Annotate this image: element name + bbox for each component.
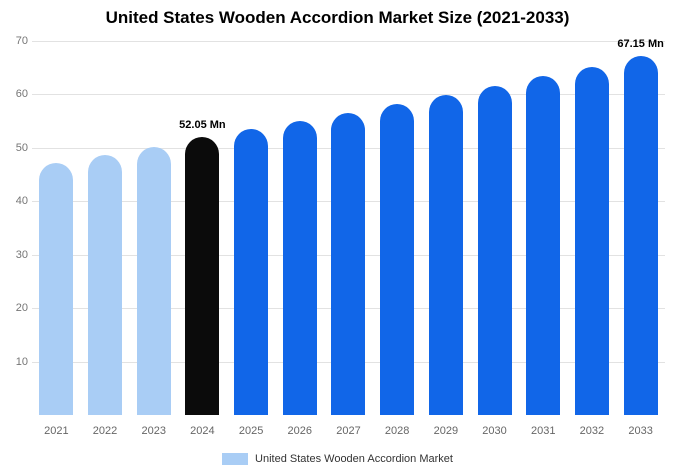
- bar-2026: [282, 121, 317, 415]
- bar-2022: [88, 154, 123, 415]
- bar-slot-2033: 67.15 Mn 2033: [616, 38, 665, 437]
- x-axis-tick-2029: 2029: [433, 425, 459, 437]
- x-axis-tick-2021: 2021: [44, 425, 69, 437]
- x-axis-tick-2025: 2025: [238, 425, 264, 437]
- bar-2024: [185, 136, 220, 415]
- x-axis-tick-2028: 2028: [384, 425, 410, 437]
- bar-slot-2031: 2031: [519, 41, 568, 437]
- x-axis-tick-2032: 2032: [579, 425, 605, 437]
- x-axis-tick-2031: 2031: [530, 425, 556, 437]
- bar-slot-2032: 2032: [568, 41, 617, 437]
- x-axis-tick-2030: 2030: [482, 425, 507, 437]
- x-axis-tick-2023: 2023: [141, 425, 166, 437]
- bar-slot-2021: 2021: [32, 41, 81, 437]
- bar-slot-2030: 2030: [470, 41, 519, 437]
- bar-2033: [623, 56, 658, 415]
- bar-value-label-2024: 52.05 Mn: [179, 118, 226, 131]
- bar-slot-2025: 2025: [227, 41, 276, 437]
- gridline-60: [32, 94, 665, 96]
- bar-slot-2027: 2027: [324, 41, 373, 437]
- y-axis-tick-60: 60: [15, 88, 28, 101]
- bar-2023: [136, 146, 171, 415]
- gridline-70: [32, 41, 665, 42]
- bar-2032: [574, 66, 609, 415]
- bar-2021: [39, 162, 74, 415]
- y-axis-tick-50: 50: [15, 141, 28, 154]
- x-axis-tick-2024: 2024: [190, 425, 215, 437]
- bar-2029: [428, 94, 463, 415]
- bar-2030: [477, 85, 512, 415]
- legend: United States Wooden Accordion Market: [0, 453, 675, 465]
- bar-slot-2029: 2029: [422, 41, 471, 437]
- bar-2027: [331, 112, 366, 415]
- bar-slot-2028: 2028: [373, 41, 422, 437]
- x-axis-tick-2022: 2022: [92, 425, 118, 437]
- legend-label: United States Wooden Accordion Market: [255, 453, 453, 465]
- y-axis-tick-10: 10: [15, 355, 28, 368]
- y-axis-tick-40: 40: [15, 195, 28, 208]
- bar-slot-2022: 2022: [81, 41, 130, 437]
- x-axis-tick-2033: 2033: [628, 425, 653, 437]
- bar-slot-2023: 2023: [129, 41, 178, 437]
- bars-row: 2021 2022 2023 52.05 Mn 2024 2025 2026 2027 2028…: [32, 38, 665, 437]
- y-axis-tick-30: 30: [15, 248, 28, 261]
- x-axis-tick-2026: 2026: [287, 425, 313, 437]
- legend-swatch-icon: [222, 453, 249, 465]
- bar-2031: [526, 76, 561, 415]
- bar-2025: [234, 129, 269, 415]
- bar-slot-2026: 2026: [275, 41, 324, 437]
- y-axis-tick-20: 20: [15, 302, 28, 315]
- y-axis-tick-70: 70: [15, 35, 28, 47]
- bar-value-label-2033: 67.15 Mn: [617, 38, 664, 51]
- x-axis-tick-2027: 2027: [336, 425, 361, 437]
- plot-area: 10 20 30 40 50 60 70 2021 2022 2023 52.05 Mn 2024 2…: [16, 35, 665, 437]
- bar-2028: [380, 104, 415, 415]
- bar-slot-2024: 52.05 Mn 2024: [178, 41, 227, 437]
- chart-title: United States Wooden Accordion Market Si…: [105, 8, 570, 27]
